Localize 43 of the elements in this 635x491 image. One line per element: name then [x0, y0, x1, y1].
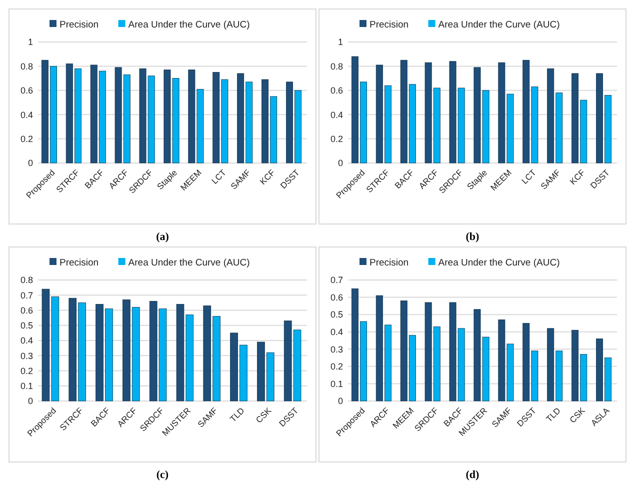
text: (b) [466, 231, 480, 243]
y-tick-label: 0 [28, 396, 33, 406]
y-tick-label: 0.5 [330, 310, 343, 320]
legend-label: Precision [60, 19, 99, 30]
y-tick-label: 0.5 [20, 320, 33, 331]
legend-label: Area Under the Curve (AUC) [128, 257, 250, 268]
y-tick-label: 0.6 [20, 305, 33, 316]
y-tick-label: 0.6 [330, 292, 343, 302]
y-tick-label: 0.1 [330, 378, 343, 389]
y-tick-label: 0.8 [20, 61, 33, 72]
y-tick-label: 0.4 [20, 110, 33, 120]
y-tick-label: 0.7 [330, 275, 343, 286]
text: (a) [156, 231, 170, 243]
y-tick-label: 0.8 [330, 61, 343, 72]
legend-label: Precision [60, 257, 99, 268]
y-tick-label: 0.6 [330, 86, 343, 96]
x-tick-label: TLD [544, 405, 562, 424]
y-tick-label: 1 [338, 37, 343, 48]
y-tick-label: 0.8 [20, 275, 33, 286]
y-tick-label: 0 [338, 396, 343, 406]
text: (c) [156, 469, 169, 481]
y-tick-label: 0.2 [20, 366, 33, 376]
y-tick-label: 0.7 [20, 290, 33, 300]
y-tick-label: 0.4 [20, 336, 33, 346]
y-tick-label: 0.4 [330, 110, 343, 120]
y-tick-label: 0.2 [330, 134, 343, 144]
x-tick-label: TLD [228, 405, 246, 424]
y-tick-label: 0 [28, 158, 33, 168]
legend-label: Precision [370, 257, 409, 268]
y-tick-label: 0.1 [20, 381, 33, 392]
text: (d) [466, 469, 480, 481]
y-tick-label: 0.2 [20, 134, 33, 144]
y-tick-label: 0.3 [20, 350, 33, 361]
y-tick-label: 1 [28, 37, 33, 48]
y-tick-label: 0 [338, 158, 343, 168]
legend-label: Area Under the Curve (AUC) [438, 19, 560, 30]
y-tick-label: 0.4 [330, 327, 343, 338]
y-tick-label: 0.6 [20, 86, 33, 96]
y-tick-label: 0.2 [330, 362, 343, 372]
y-tick-label: 0.3 [330, 344, 343, 354]
legend-label: Area Under the Curve (AUC) [438, 257, 560, 268]
legend-label: Area Under the Curve (AUC) [128, 19, 250, 30]
legend-label: Precision [370, 19, 409, 30]
